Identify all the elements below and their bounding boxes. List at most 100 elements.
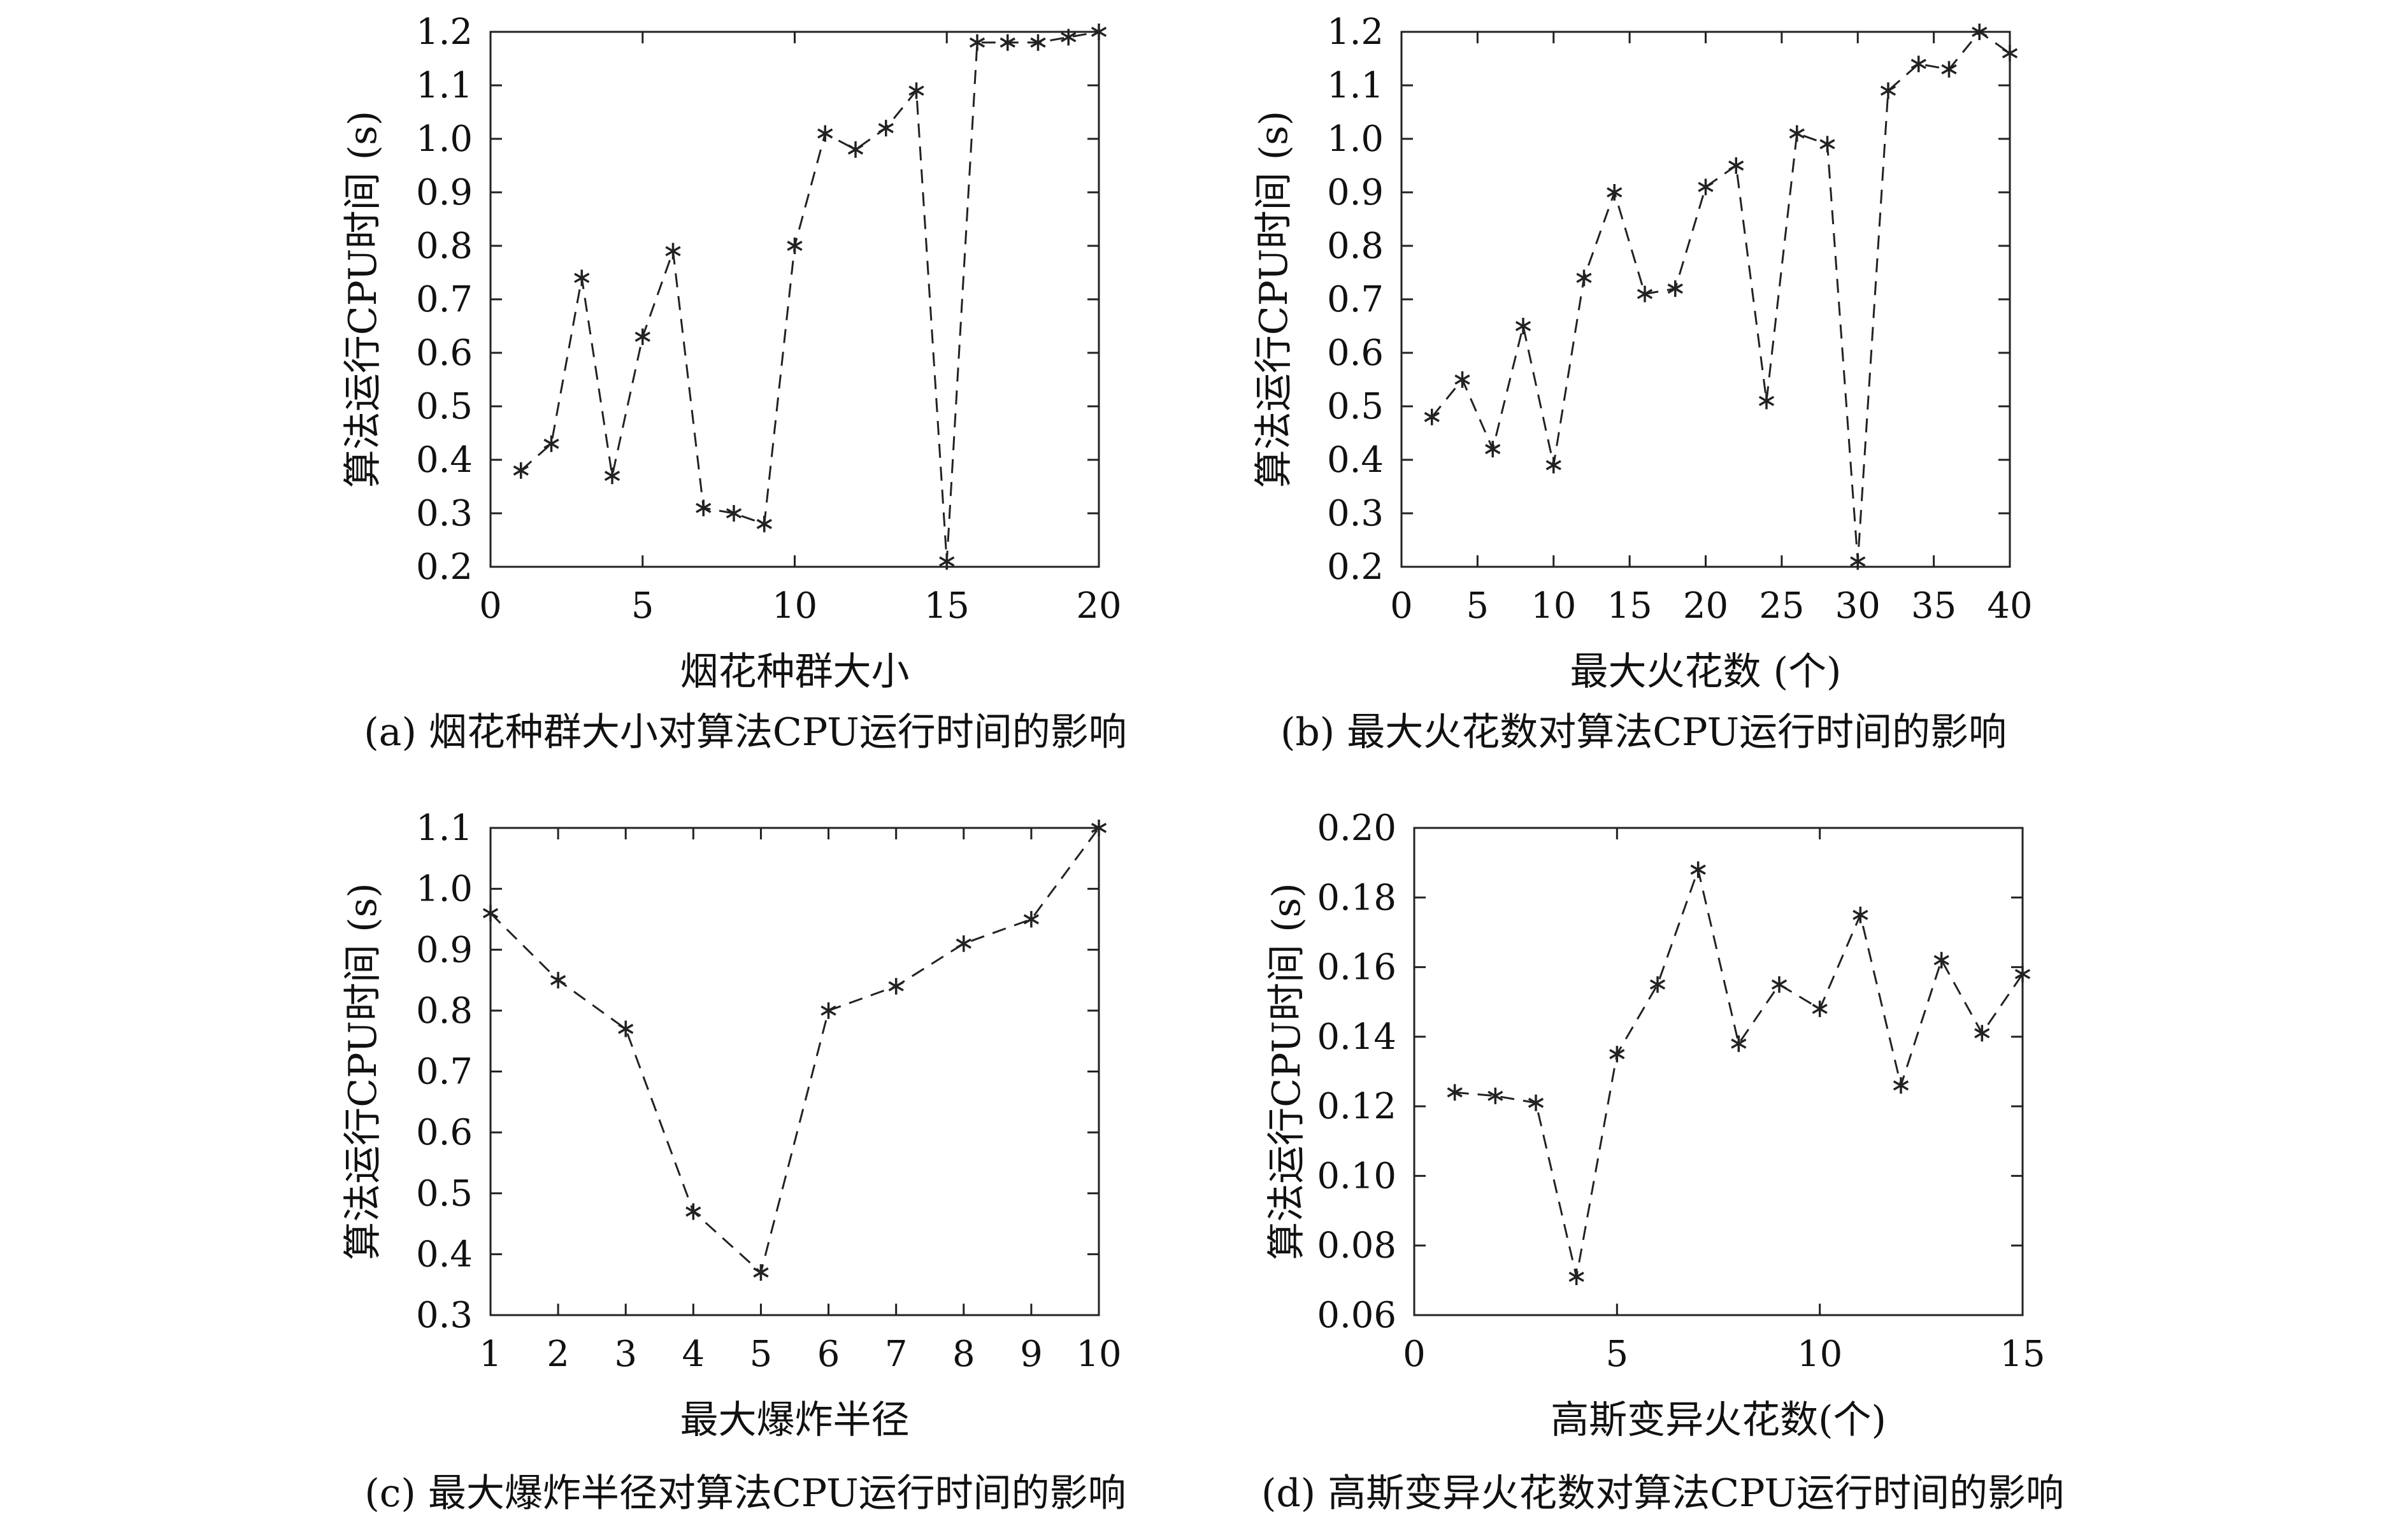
panel-d-ytick-label: 0.08 [1317,1225,1396,1267]
panel-a-ytick-label: 0.8 [416,225,473,267]
panel-b-data-point [1850,553,1866,570]
panel-c-data-point [618,1020,634,1037]
panel-d-ylabel: 算法运行CPU时间 (s) [1265,883,1309,1260]
panel-a-ytick-label: 0.9 [416,172,473,213]
panel-c-xtick-label: 4 [682,1334,705,1375]
panel-a-data-point [847,141,864,158]
panel-c-data-point [550,972,566,989]
panel-a-frame [489,31,1100,568]
panel-d-xtick-label: 15 [2000,1334,2045,1375]
panel-b-xtick-label: 30 [1835,585,1881,627]
panel-b-xlabel: 最大火花数 (个) [1570,650,1842,694]
panel-c-xtick-label: 8 [952,1334,975,1375]
panel-b-data-point [1424,408,1440,425]
panel-c-xtick-label: 6 [817,1334,840,1375]
panel-a-data-point [604,467,620,485]
panel-b-data-point [1454,371,1470,388]
panel-d-data-point [1933,951,1949,969]
panel-a-ytick-label: 0.4 [416,439,473,481]
panel-b-data-point [1758,392,1775,409]
panel-a-data-point [878,120,894,137]
panel-c-xlabel: 最大爆炸半径 [680,1398,910,1442]
panel-c-xtick-label: 3 [614,1334,637,1375]
panel-a-ytick-label: 0.7 [416,279,473,320]
panel-b-data-point [1941,61,1957,78]
panel-a-data-point [665,243,681,260]
panel-b-data-point [1819,136,1835,153]
panel-c-xtick-label: 7 [885,1334,908,1375]
panel-a-ytick-label: 0.5 [416,386,473,427]
panel-b-data-point [1698,178,1714,196]
panel-a-data-point [908,82,924,99]
panel-a-ytick-label: 1.0 [416,118,473,160]
panel-b-ytick-label: 0.8 [1327,225,1384,267]
panel-b-xtick-label: 5 [1466,585,1489,627]
panel-d-data-point [1649,976,1666,993]
panel-b-data-point [1728,157,1744,174]
panel-b-data-point [1515,318,1531,334]
panel-d-data-point [1447,1084,1463,1101]
panel-c-ytick-label: 0.5 [416,1173,473,1214]
panel-c-data-point [753,1264,769,1281]
panel-d-caption: (d) 高斯变异火花数对算法CPU运行时间的影响 [1261,1471,2064,1516]
panel-b-data-point [1545,457,1561,474]
panel-b-xtick-label: 25 [1759,585,1804,627]
panel-c-ylabel: 算法运行CPU时间 (s) [341,883,385,1260]
panel-c-frame [489,827,1100,1316]
panel-a-data-point [726,505,742,522]
panel-b-series-line [1431,30,2010,562]
panel-d-series-line [1454,866,2024,1278]
panel-c: 1 2 3 4 5 6 7 8 9 10 0.3 0.4 0.5 0.6 0.7 0.8 0.9 1.0 1.1 最大… [341,808,1126,1516]
panel-a-data-point [939,553,955,570]
panel-c-xtick-label: 2 [547,1334,570,1375]
panel-c-data-point [821,1002,836,1019]
panel-c-xtick-label: 5 [750,1334,773,1375]
panel-c-ytick-label: 0.3 [416,1295,473,1336]
panel-b-caption: (b) 最大火花数对算法CPU运行时间的影响 [1280,710,2007,755]
panel-c-data-point [1023,911,1040,928]
panel-d-data-point [1771,976,1788,993]
panel-a-data-point [969,34,985,51]
panel-b-xtick-label: 20 [1683,585,1728,627]
panel-a-caption: (a) 烟花种群大小对算法CPU运行时间的影响 [364,710,1126,755]
panel-b-data-point [1485,441,1501,458]
panel-c-xtick-label: 9 [1020,1334,1043,1375]
panel-d-xlabel: 高斯变异火花数(个) [1551,1398,1886,1442]
panel-a-xtick-label: 0 [479,585,502,627]
panel-a-series-line [520,31,1100,562]
panel-d-data-point [1690,861,1706,878]
panel-b-ytick-label: 0.2 [1327,546,1384,588]
panel-a-xtick-label: 5 [631,585,654,627]
panel-c-data-point [956,935,971,952]
panel-a-data-point [543,435,559,452]
panel-b-frame [1400,31,2011,568]
panel-a-xtick-label: 20 [1076,585,1121,627]
panel-d-ytick-label: 0.20 [1317,808,1396,849]
panel-a-ytick-label: 0.2 [416,546,473,588]
panel-c-ytick-label: 0.9 [416,929,473,971]
panel-d-data-point [1487,1087,1503,1104]
panel-a-ytick-label: 1.1 [416,65,473,106]
panel-b-data-point [1910,55,1926,73]
panel-a-ytick-label: 1.2 [416,11,473,53]
panel-a-data-point [787,238,803,254]
panel-c-data-point [888,978,904,995]
panel-d-data-point [1731,1035,1747,1052]
panel-d-xtick-label: 10 [1797,1334,1842,1375]
panel-b-ytick-label: 1.2 [1327,11,1384,53]
panel-b-data-point [1607,184,1623,201]
panel-a-data-point [756,515,772,532]
panel-c-ytick-label: 0.6 [416,1112,473,1153]
panel-b-data-point [1667,280,1683,297]
panel-b-ytick-label: 0.4 [1327,439,1384,481]
panel-d-data-point [1568,1268,1584,1285]
panel-b-data-point [1576,269,1592,287]
panel-c-caption: (c) 最大爆炸半径对算法CPU运行时间的影响 [364,1471,1126,1516]
panel-a-data-point [1091,24,1107,40]
panel-b-ytick-label: 0.7 [1327,279,1384,320]
panel-b-ytick-label: 1.0 [1327,118,1384,160]
panel-d-ytick-label: 0.06 [1317,1295,1396,1336]
panel-a-data-point [1000,34,1015,51]
panel-d-ytick-label: 0.10 [1317,1155,1396,1197]
panel-d: 0 5 10 15 0.06 0.08 0.10 0.12 0.14 0.16 0.18 0.20 高斯… [1261,808,2064,1516]
